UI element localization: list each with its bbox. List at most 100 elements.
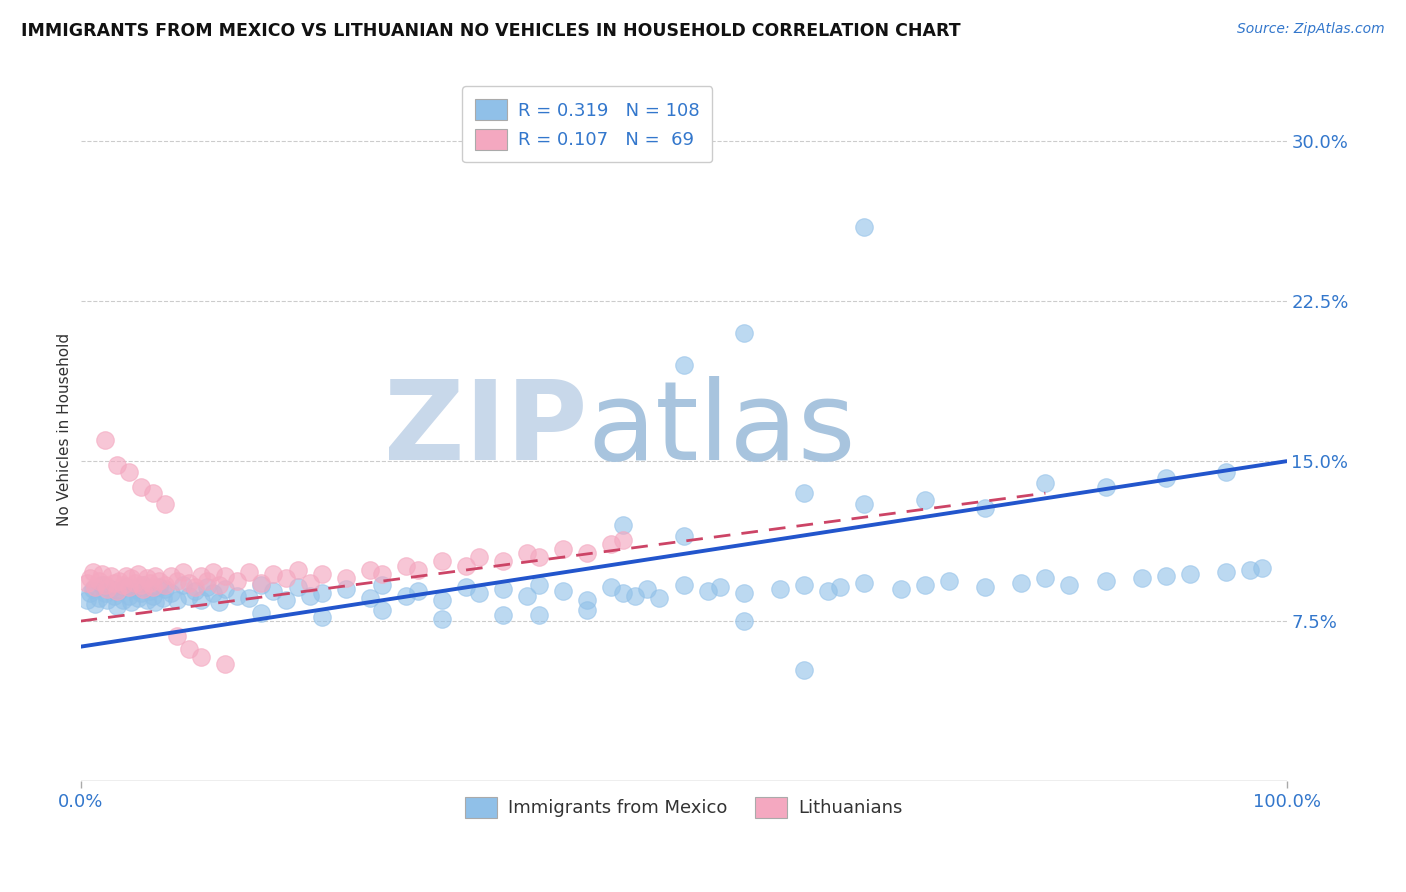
Point	[135, 592, 157, 607]
Text: atlas: atlas	[588, 376, 856, 483]
Point	[733, 326, 755, 341]
Point	[311, 567, 333, 582]
Point	[127, 591, 149, 605]
Point	[311, 610, 333, 624]
Point	[238, 565, 260, 579]
Point	[84, 597, 107, 611]
Point	[190, 569, 212, 583]
Point	[1251, 561, 1274, 575]
Point	[177, 589, 200, 603]
Point	[491, 582, 513, 596]
Point	[108, 574, 131, 588]
Point	[91, 578, 114, 592]
Point	[287, 580, 309, 594]
Point	[576, 603, 599, 617]
Point	[226, 574, 249, 588]
Point	[636, 582, 658, 596]
Point	[103, 575, 125, 590]
Point	[696, 584, 718, 599]
Point	[143, 595, 166, 609]
Point	[132, 582, 155, 596]
Point	[395, 589, 418, 603]
Point	[166, 592, 188, 607]
Point	[111, 578, 134, 592]
Point	[124, 582, 146, 596]
Point	[96, 582, 118, 596]
Point	[576, 592, 599, 607]
Point	[214, 569, 236, 583]
Point	[1035, 571, 1057, 585]
Point	[127, 567, 149, 582]
Point	[359, 563, 381, 577]
Point	[298, 589, 321, 603]
Point	[93, 578, 115, 592]
Point	[516, 546, 538, 560]
Point	[853, 497, 876, 511]
Point	[177, 641, 200, 656]
Point	[672, 358, 695, 372]
Point	[105, 458, 128, 473]
Point	[491, 554, 513, 568]
Point	[733, 614, 755, 628]
Point	[1130, 571, 1153, 585]
Point	[166, 629, 188, 643]
Point	[153, 582, 176, 596]
Point	[914, 578, 936, 592]
Point	[84, 580, 107, 594]
Point	[1215, 565, 1237, 579]
Point	[938, 574, 960, 588]
Point	[793, 578, 815, 592]
Point	[406, 584, 429, 599]
Point	[600, 537, 623, 551]
Point	[432, 592, 454, 607]
Point	[974, 501, 997, 516]
Point	[202, 565, 225, 579]
Point	[793, 486, 815, 500]
Point	[148, 574, 170, 588]
Text: ZIP: ZIP	[384, 376, 588, 483]
Point	[576, 546, 599, 560]
Point	[432, 554, 454, 568]
Point	[226, 589, 249, 603]
Text: Source: ZipAtlas.com: Source: ZipAtlas.com	[1237, 22, 1385, 37]
Point	[456, 580, 478, 594]
Text: IMMIGRANTS FROM MEXICO VS LITHUANIAN NO VEHICLES IN HOUSEHOLD CORRELATION CHART: IMMIGRANTS FROM MEXICO VS LITHUANIAN NO …	[21, 22, 960, 40]
Point	[135, 571, 157, 585]
Point	[395, 558, 418, 573]
Point	[76, 592, 98, 607]
Point	[87, 591, 110, 605]
Point	[118, 589, 141, 603]
Point	[103, 589, 125, 603]
Point	[166, 574, 188, 588]
Point	[100, 569, 122, 583]
Point	[371, 567, 394, 582]
Legend: Immigrants from Mexico, Lithuanians: Immigrants from Mexico, Lithuanians	[457, 789, 910, 825]
Point	[177, 575, 200, 590]
Point	[108, 584, 131, 599]
Point	[1215, 465, 1237, 479]
Point	[195, 574, 218, 588]
Point	[274, 571, 297, 585]
Point	[769, 582, 792, 596]
Point	[1035, 475, 1057, 490]
Point	[93, 433, 115, 447]
Point	[91, 567, 114, 582]
Point	[172, 578, 194, 592]
Point	[527, 607, 550, 622]
Point	[672, 529, 695, 543]
Point	[202, 586, 225, 600]
Point	[263, 567, 285, 582]
Point	[491, 607, 513, 622]
Point	[432, 612, 454, 626]
Point	[120, 595, 142, 609]
Point	[184, 584, 207, 599]
Point	[733, 586, 755, 600]
Point	[142, 486, 165, 500]
Point	[298, 575, 321, 590]
Point	[152, 591, 174, 605]
Point	[1178, 567, 1201, 582]
Point	[124, 575, 146, 590]
Point	[1010, 575, 1032, 590]
Point	[118, 465, 141, 479]
Point	[129, 480, 152, 494]
